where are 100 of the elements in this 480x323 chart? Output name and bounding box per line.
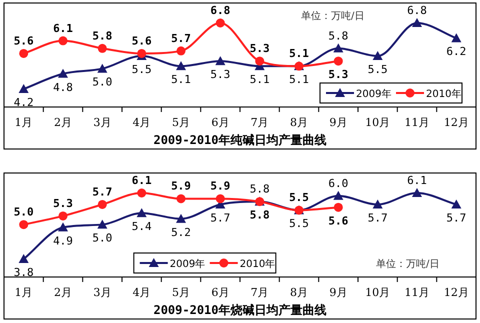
point bbox=[98, 44, 107, 53]
point bbox=[372, 199, 383, 208]
data-label: 5.5 bbox=[289, 191, 309, 204]
data-label: 5.4 bbox=[132, 220, 152, 234]
point bbox=[58, 68, 68, 78]
point bbox=[176, 214, 186, 223]
data-label: 6.1 bbox=[132, 174, 152, 187]
point bbox=[97, 64, 108, 73]
x-tick-label: 1月 bbox=[14, 286, 33, 299]
point bbox=[334, 202, 343, 212]
text: 单位：万吨/日 bbox=[301, 10, 364, 22]
data-label: 4.2 bbox=[14, 96, 34, 109]
data-label: 3.8 bbox=[14, 266, 34, 279]
data-label: 5.5 bbox=[132, 63, 152, 76]
point bbox=[176, 61, 186, 70]
point bbox=[333, 190, 344, 200]
text: 2009-2010年纯碱日均产量曲线 bbox=[153, 133, 327, 147]
point bbox=[137, 48, 146, 58]
x-tick-label: 8月 bbox=[290, 286, 308, 299]
data-label: 5.6 bbox=[14, 34, 34, 48]
point bbox=[412, 18, 422, 27]
x-tick-label: 10月 bbox=[365, 286, 390, 299]
data-label: 5.8 bbox=[250, 182, 270, 196]
point bbox=[216, 194, 225, 204]
point bbox=[176, 46, 186, 56]
x-tick-label: 6月 bbox=[211, 286, 230, 299]
data-label: 4.9 bbox=[53, 234, 73, 248]
point bbox=[334, 56, 343, 66]
x-tick-label: 4月 bbox=[132, 286, 151, 299]
data-label: 4.8 bbox=[53, 80, 73, 94]
text: 2009-2010年烧碱日均产量曲线 bbox=[153, 303, 327, 317]
x-tick-label: 2月 bbox=[54, 286, 72, 299]
x-tick-label: 4月 bbox=[132, 116, 151, 129]
point bbox=[58, 211, 68, 220]
x-tick-label: 5月 bbox=[172, 286, 190, 299]
x-tick-label: 2月 bbox=[54, 116, 72, 129]
data-label: 5.1 bbox=[289, 73, 309, 86]
x-tick-label: 3月 bbox=[93, 286, 112, 299]
point bbox=[215, 56, 226, 66]
data-label: 5.7 bbox=[92, 185, 112, 198]
data-label: 5.1 bbox=[289, 47, 310, 60]
data-label: 5.9 bbox=[210, 180, 230, 193]
point bbox=[412, 188, 422, 197]
data-label: 5.1 bbox=[171, 73, 191, 86]
data-label: 5.3 bbox=[53, 196, 73, 210]
x-tick-label: 1月 bbox=[14, 116, 33, 129]
data-label: 6.1 bbox=[407, 174, 427, 187]
data-label: 6.0 bbox=[328, 176, 348, 190]
data-label: 5.9 bbox=[171, 180, 191, 193]
data-label: 5.0 bbox=[92, 232, 112, 245]
point bbox=[451, 199, 462, 208]
legend-label: 2010年 bbox=[240, 258, 276, 270]
data-label: 6.2 bbox=[446, 45, 466, 58]
point bbox=[58, 222, 68, 232]
point bbox=[176, 194, 186, 204]
data-label: 6.1 bbox=[53, 22, 74, 35]
point bbox=[19, 48, 28, 58]
data-label: 5.5 bbox=[368, 63, 388, 76]
x-tick-label: 12月 bbox=[444, 116, 469, 129]
x-tick-label: 5月 bbox=[172, 116, 190, 129]
data-label: 5.1 bbox=[250, 73, 270, 86]
point bbox=[136, 208, 147, 218]
point bbox=[58, 36, 68, 46]
legend-label: 2010年 bbox=[426, 88, 462, 100]
point bbox=[451, 33, 462, 42]
data-label: 6.8 bbox=[407, 4, 427, 17]
x-tick-label: 12月 bbox=[444, 286, 469, 299]
data-label: 5.0 bbox=[92, 76, 112, 89]
point bbox=[216, 18, 225, 28]
data-label: 5.8 bbox=[250, 208, 270, 222]
x-tick-label: 8月 bbox=[290, 116, 308, 129]
text: 单位：万吨/日 bbox=[376, 258, 440, 270]
data-label: 5.6 bbox=[132, 34, 152, 48]
data-label: 5.2 bbox=[171, 226, 191, 239]
point bbox=[19, 220, 28, 230]
point bbox=[137, 188, 146, 198]
data-label: 5.3 bbox=[328, 68, 348, 82]
data-label: 5.7 bbox=[171, 32, 191, 45]
data-label: 5.5 bbox=[289, 217, 309, 230]
point bbox=[333, 43, 344, 52]
point bbox=[372, 51, 383, 60]
data-label: 5.3 bbox=[210, 68, 230, 82]
data-label: 5.8 bbox=[328, 29, 348, 42]
data-label: 5.3 bbox=[250, 42, 270, 56]
x-tick-label: 6月 bbox=[211, 116, 230, 129]
point bbox=[255, 56, 264, 66]
x-tick-label: 7月 bbox=[250, 116, 269, 129]
data-label: 5.8 bbox=[92, 29, 112, 42]
x-tick-label: 10月 bbox=[365, 116, 390, 129]
x-tick-label: 7月 bbox=[250, 286, 269, 299]
data-label: 5.7 bbox=[446, 211, 466, 224]
data-label: 5.7 bbox=[368, 211, 388, 224]
x-tick-label: 11月 bbox=[404, 286, 430, 299]
point bbox=[18, 254, 29, 263]
point bbox=[18, 84, 29, 93]
data-label: 5.6 bbox=[328, 214, 349, 228]
point bbox=[97, 220, 108, 229]
x-tick-label: 3月 bbox=[93, 116, 112, 129]
x-tick-label: 11月 bbox=[404, 116, 430, 129]
x-tick-label: 9月 bbox=[329, 116, 348, 129]
